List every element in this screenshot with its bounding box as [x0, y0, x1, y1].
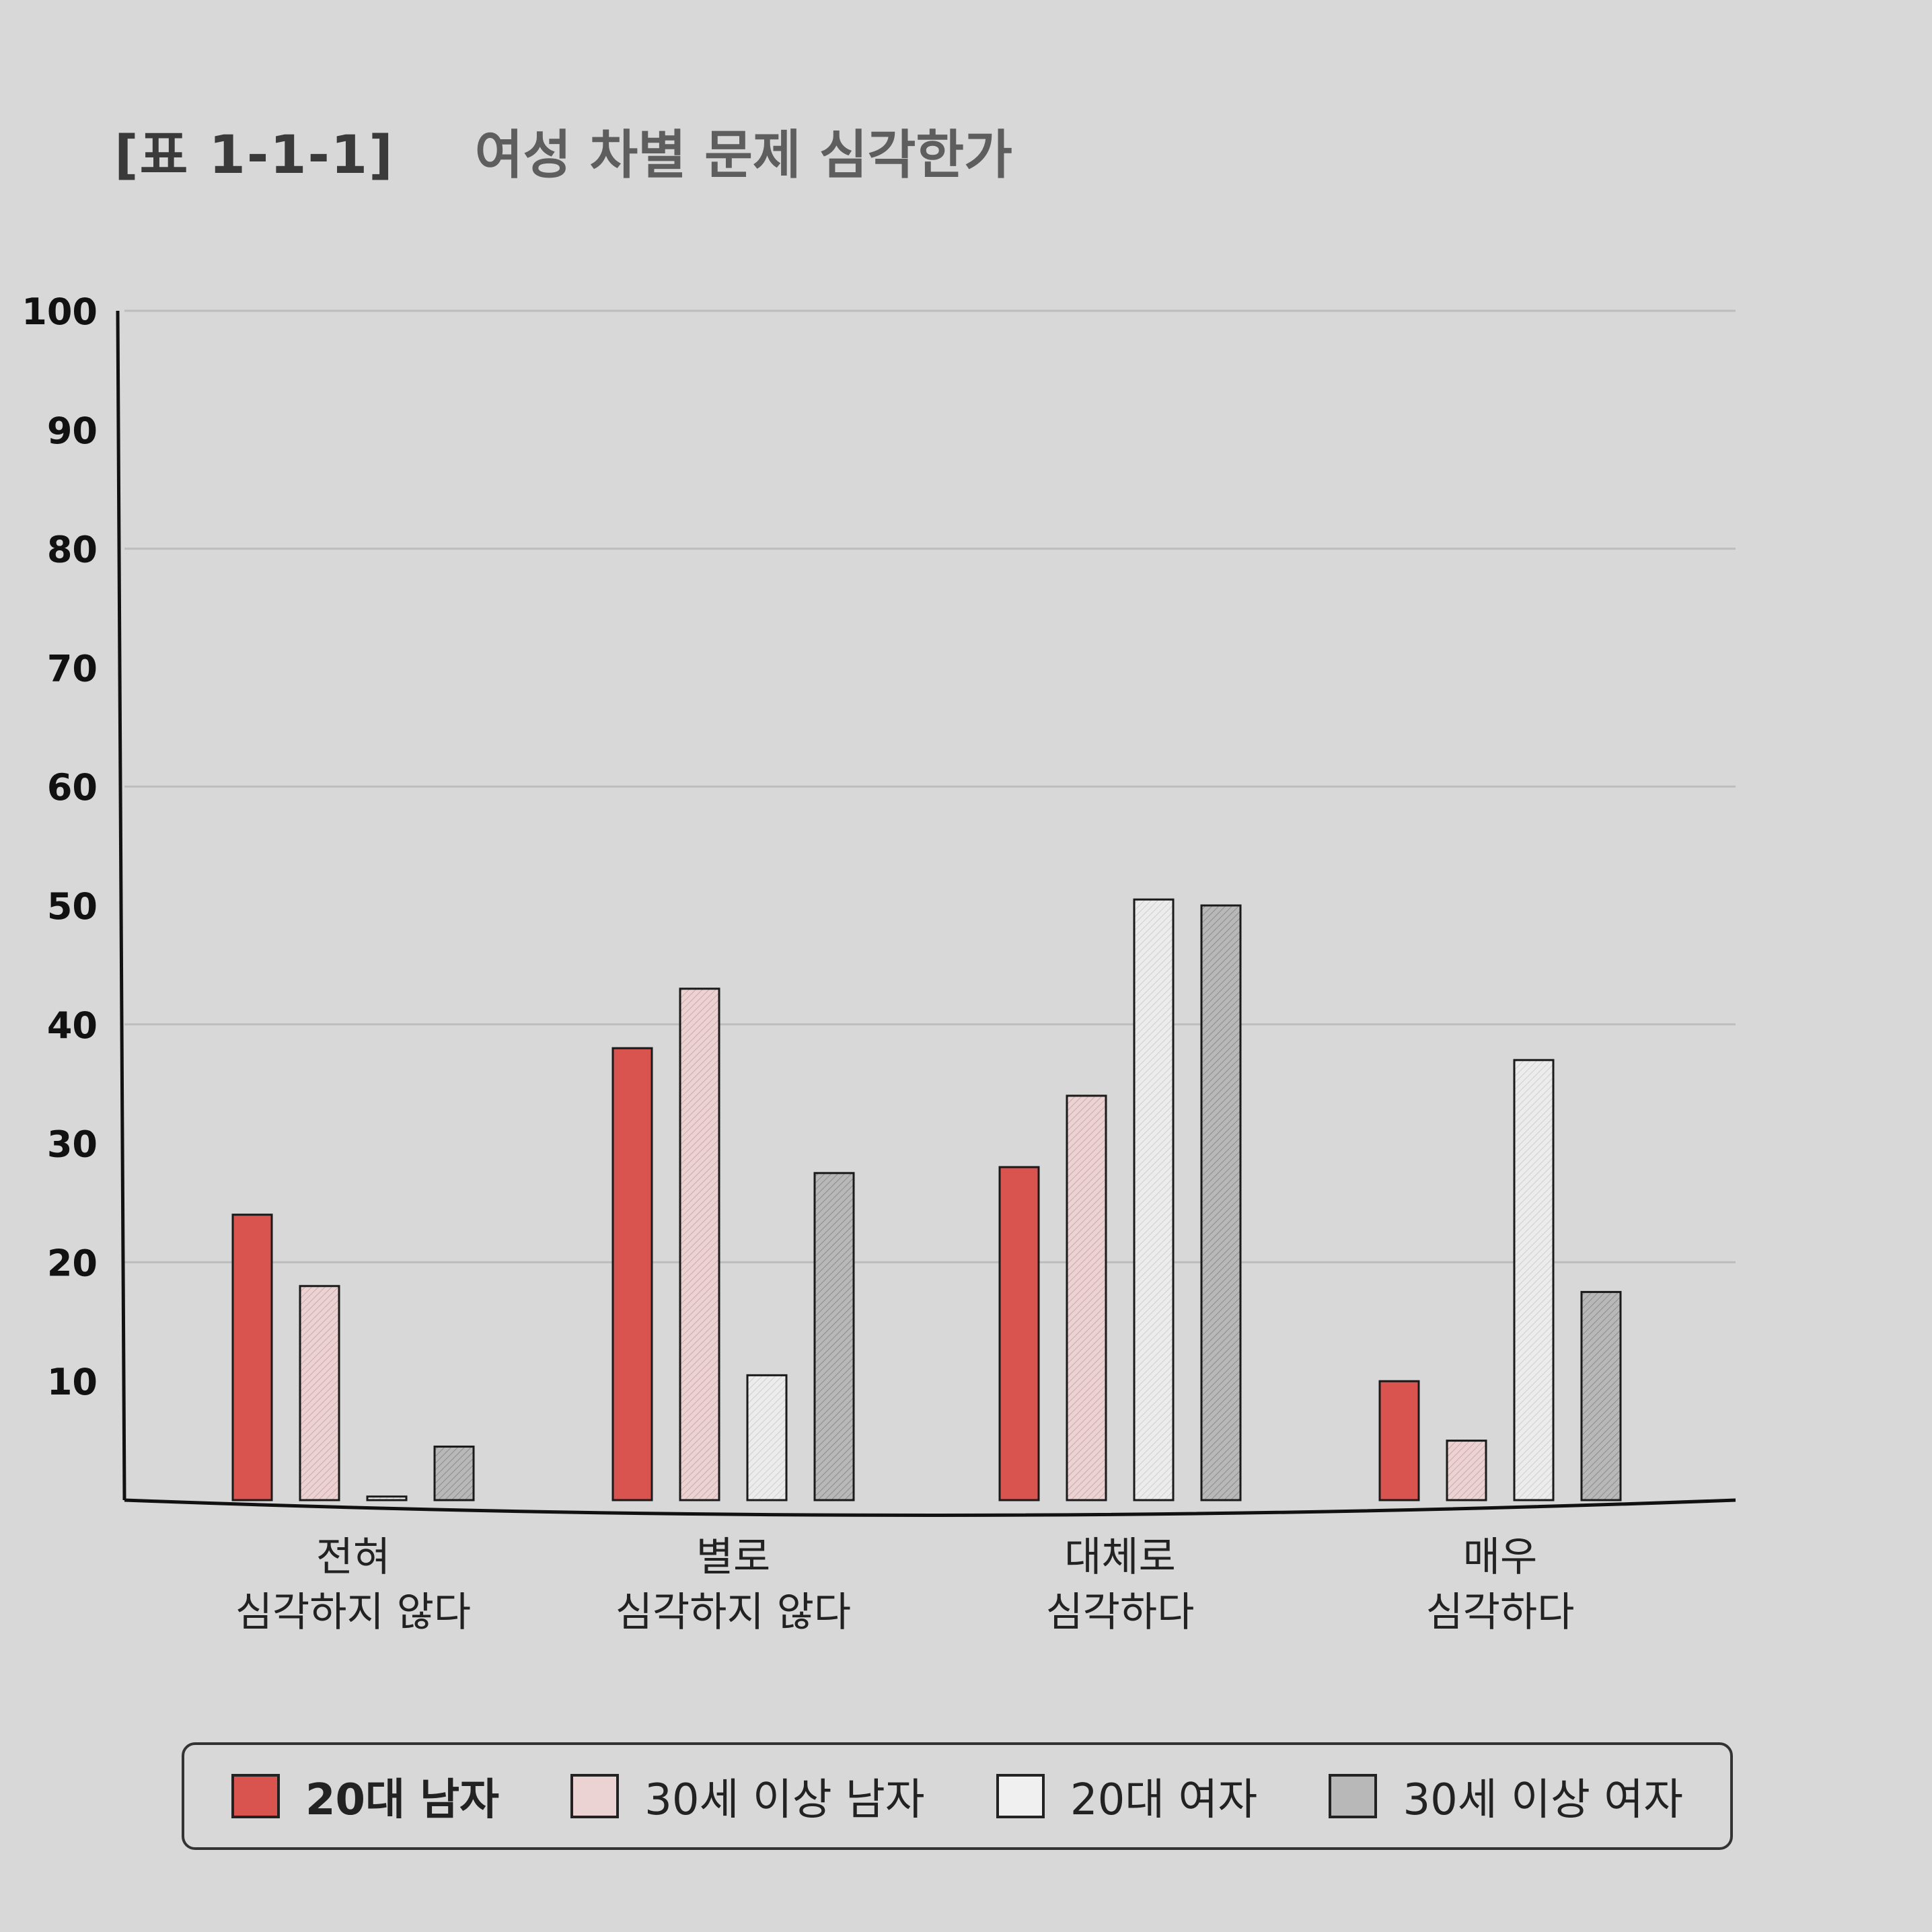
- legend-item-20s-women: 20대 여자: [996, 1765, 1257, 1827]
- legend-swatch: [996, 1774, 1045, 1818]
- category-label: 매우: [1463, 1534, 1537, 1581]
- x-axis-line: [124, 1498, 1736, 1517]
- y-tick-label: 90: [47, 410, 98, 452]
- table-number: [표 1-1-1]: [114, 125, 394, 186]
- legend-label: 20대 여자: [1070, 1775, 1258, 1825]
- bar: [231, 1214, 273, 1501]
- chart-title: 여성 차별 문제 심각한가: [474, 125, 1012, 186]
- legend-swatch: [570, 1774, 620, 1818]
- y-tick-label: 100: [22, 291, 98, 333]
- bar: [1133, 898, 1175, 1501]
- y-tick-label: 70: [47, 647, 98, 690]
- bar: [1066, 1094, 1107, 1501]
- legend-item-30plus-women: 30세 이상 여자: [1329, 1765, 1683, 1827]
- category-label: 심각하다: [1046, 1589, 1195, 1636]
- bar: [998, 1166, 1040, 1501]
- category-label: 전혀: [316, 1534, 390, 1581]
- gridlines: [124, 309, 1736, 1263]
- bar: [679, 988, 720, 1501]
- y-tick-label: 80: [47, 529, 98, 571]
- bar: [1200, 904, 1242, 1501]
- bar: [1378, 1380, 1420, 1501]
- y-axis-line: [116, 310, 126, 1501]
- y-tick-labels: 10 20 30 40 50 60 70 80 90 100: [22, 291, 98, 1403]
- y-tick-label: 40: [47, 1004, 98, 1047]
- category-label: 대체로: [1064, 1534, 1176, 1581]
- legend-label: 20대 남자: [305, 1775, 499, 1825]
- legend-label: 30세 이상 여자: [1403, 1775, 1683, 1825]
- bar: [433, 1445, 475, 1501]
- bar: [1580, 1291, 1622, 1501]
- bars: [231, 898, 1622, 1501]
- category-label: 심각하지 않다: [235, 1589, 471, 1636]
- legend-swatch: [231, 1774, 280, 1818]
- y-tick-label: 20: [47, 1242, 98, 1284]
- legend-item-20s-men: 20대 남자: [231, 1765, 499, 1827]
- chart-header: [표 1-1-1] 여성 차별 문제 심각한가: [114, 113, 1012, 188]
- bar: [299, 1285, 340, 1501]
- y-tick-label: 30: [47, 1123, 98, 1166]
- y-tick-label: 60: [47, 766, 98, 809]
- legend-item-30plus-men: 30세 이상 남자: [570, 1765, 925, 1827]
- bar: [746, 1374, 788, 1501]
- bar: [366, 1495, 408, 1501]
- bar: [1513, 1059, 1555, 1501]
- legend: 20대 남자 30세 이상 남자 20대 여자 30세 이상 여자: [182, 1742, 1733, 1850]
- y-tick-label: 50: [47, 885, 98, 928]
- category-label: 심각하다: [1426, 1589, 1575, 1636]
- bar: [1446, 1440, 1487, 1501]
- category-label: 별로: [696, 1534, 770, 1581]
- legend-swatch: [1329, 1774, 1378, 1818]
- category-label: 심각하지 않다: [616, 1589, 851, 1636]
- y-tick-label: 10: [47, 1361, 98, 1403]
- bar: [611, 1047, 653, 1501]
- legend-label: 30세 이상 남자: [644, 1775, 925, 1825]
- axes: [116, 310, 1736, 1517]
- bar: [813, 1172, 855, 1501]
